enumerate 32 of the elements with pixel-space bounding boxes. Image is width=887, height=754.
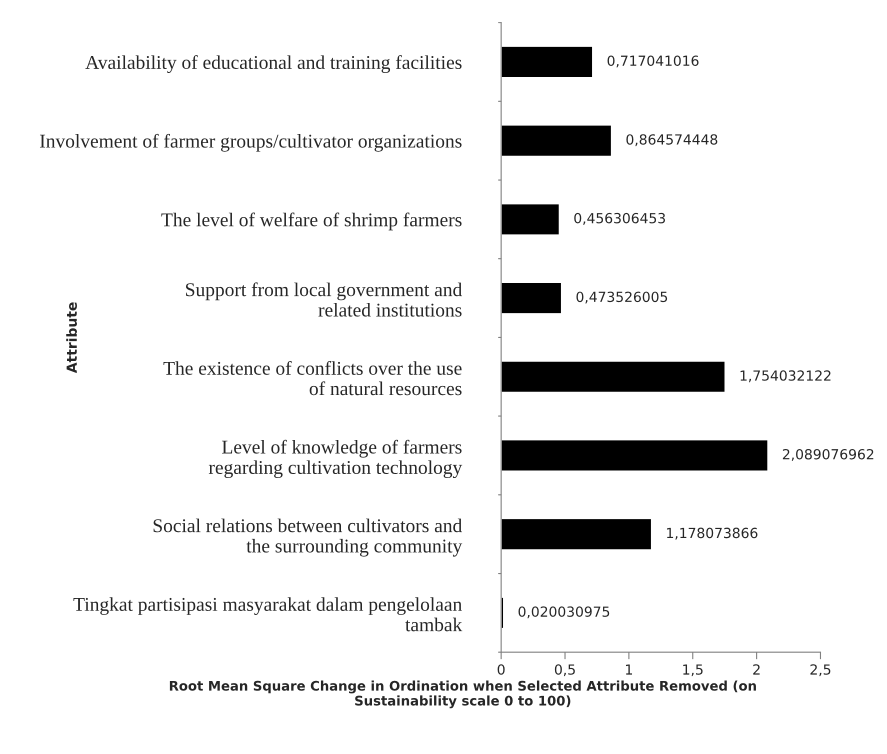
y-tick-label: The level of welfare of shrimp farmers	[161, 212, 462, 230]
bar	[501, 46, 594, 78]
x-tick-label: 1	[626, 664, 632, 675]
x-tick-label: 2	[753, 664, 760, 675]
bar	[501, 360, 726, 394]
y-tick-label: The existence of conflicts over the use of natural resources	[164, 361, 462, 396]
x-tick-label: 2,5	[810, 664, 830, 676]
bar	[501, 518, 652, 551]
bar	[501, 282, 562, 314]
bar	[501, 596, 504, 630]
bar	[501, 439, 769, 472]
data-label: 1,754032122	[740, 370, 830, 382]
y-axis-title: Attribute	[66, 302, 77, 374]
x-tick-label: 0	[498, 664, 505, 675]
bar	[501, 124, 612, 158]
data-label: 1,178073866	[667, 528, 758, 540]
y-tick-label: Involvement of farmer groups/cultivator organizations	[40, 134, 462, 152]
data-label: 0,717041016	[608, 55, 699, 68]
bar	[501, 202, 560, 236]
data-label: 0,456306453	[574, 212, 665, 225]
data-label: 0,020030975	[518, 606, 610, 618]
y-tick-label: Support from local government and related institutions	[186, 282, 462, 317]
y-tick-label: Level of knowledge of farmers regarding cultivation technology	[208, 440, 462, 478]
data-label: 2,089076962	[782, 448, 874, 461]
x-tick-label: 0,5	[554, 664, 575, 676]
data-label: 0,473526005	[576, 292, 668, 304]
y-tick-label: Social relations between cultivators and the surrounding community	[154, 518, 462, 557]
x-axis-title: Root Mean Square Change in Ordination when Selected Attribute Removed (on Sustainability scale 0 to 100)	[170, 680, 756, 708]
data-label: 0,864574448	[626, 134, 718, 146]
y-tick-label: Tingkat partisipasi masyarakat dalam pengelolaan tambak	[73, 597, 462, 632]
x-tick-label: 1,5	[683, 664, 703, 676]
y-tick-label: Availability of educational and training facilities	[85, 55, 462, 74]
